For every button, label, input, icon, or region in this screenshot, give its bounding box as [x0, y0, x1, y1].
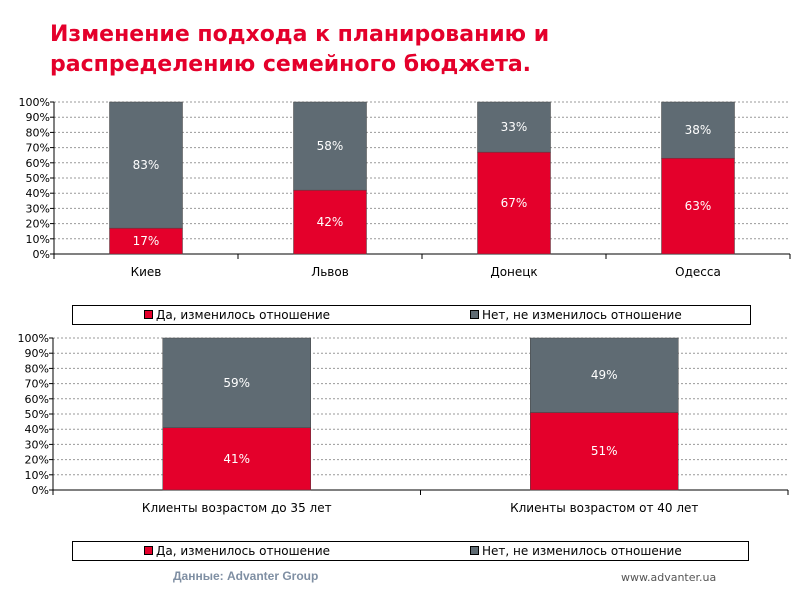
bar-no: [477, 101, 551, 153]
data-label: 33%: [501, 120, 528, 134]
legend-cities: Да, изменилось отношение Нет, не изменил…: [72, 305, 751, 325]
bar-no: [162, 337, 311, 428]
data-label: 41%: [223, 452, 250, 466]
bar-yes: [109, 227, 183, 255]
bar-no: [293, 101, 367, 191]
bar-no: [109, 101, 183, 229]
y-tick-label: 10%: [25, 469, 49, 482]
legend-age-groups: Да, изменилось отношение Нет, не изменил…: [72, 541, 749, 561]
bar-no: [530, 337, 679, 413]
data-label: 49%: [591, 368, 618, 382]
data-source: Данные: Advanter Group: [173, 569, 319, 583]
data-label: 17%: [133, 234, 160, 248]
y-tick-label: 40%: [26, 187, 50, 200]
legend-label-no: Нет, не изменилось отношение: [482, 308, 682, 322]
x-category-label: Одесса: [675, 265, 721, 279]
y-tick-label: 30%: [25, 438, 49, 451]
website-link[interactable]: www.advanter.ua: [621, 571, 717, 584]
data-label: 42%: [317, 215, 344, 229]
legend-label-yes: Да, изменилось отношение: [156, 308, 331, 322]
data-label: 83%: [133, 158, 160, 172]
x-category-label: Львов: [311, 265, 349, 279]
y-tick-label: 0%: [32, 484, 49, 497]
bar-yes: [530, 412, 679, 491]
y-tick-label: 0%: [33, 248, 50, 261]
page-title: Изменение подхода к планированию и распр…: [50, 20, 750, 80]
x-category-label: Киев: [131, 265, 162, 279]
y-tick-label: 50%: [25, 408, 49, 421]
bar-no: [661, 101, 735, 159]
title-line-2: распределению семейного бюджета.: [50, 52, 532, 77]
data-label: 67%: [501, 196, 528, 210]
x-category-label: Клиенты возрастом от 40 лет: [510, 501, 698, 515]
title-line-1: Изменение подхода к планированию и: [50, 22, 550, 47]
y-tick-label: 100%: [19, 96, 50, 109]
legend-swatch-no: [470, 310, 479, 319]
y-tick-label: 80%: [26, 126, 50, 139]
data-label: 51%: [591, 444, 618, 458]
y-tick-label: 90%: [25, 347, 49, 360]
data-label: 38%: [685, 123, 712, 137]
y-tick-label: 90%: [26, 111, 50, 124]
bar-yes: [661, 157, 735, 255]
y-tick-label: 40%: [25, 423, 49, 436]
x-category-label: Клиенты возрастом до 35 лет: [142, 501, 332, 515]
legend-swatch-yes: [144, 310, 153, 319]
data-label: 59%: [223, 376, 250, 390]
y-tick-label: 20%: [26, 218, 50, 231]
legend-label-no: Нет, не изменилось отношение: [482, 544, 682, 558]
legend-label-yes: Да, изменилось отношение: [156, 544, 331, 558]
y-tick-label: 60%: [26, 157, 50, 170]
y-tick-label: 80%: [25, 362, 49, 375]
y-tick-label: 20%: [25, 454, 49, 467]
bar-yes: [162, 427, 311, 491]
y-tick-label: 60%: [25, 393, 49, 406]
y-tick-label: 70%: [25, 378, 49, 391]
bar-yes: [293, 189, 367, 255]
y-tick-label: 70%: [26, 142, 50, 155]
y-tick-label: 50%: [26, 172, 50, 185]
y-tick-label: 30%: [26, 202, 50, 215]
y-tick-label: 100%: [18, 332, 49, 345]
x-category-label: Донецк: [490, 265, 537, 279]
legend-swatch-yes: [144, 546, 153, 555]
y-tick-label: 10%: [26, 233, 50, 246]
data-label: 63%: [685, 199, 712, 213]
legend-swatch-no: [470, 546, 479, 555]
data-label: 58%: [317, 139, 344, 153]
bar-yes: [477, 151, 551, 255]
